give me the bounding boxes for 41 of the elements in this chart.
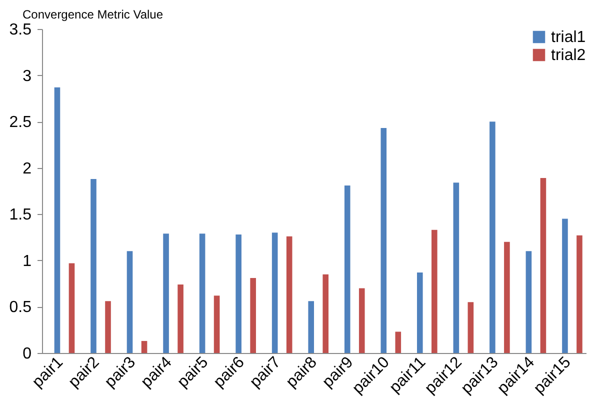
bar [416,272,423,353]
bar [576,235,582,353]
bar [344,185,350,353]
bar [236,234,242,353]
bar [380,128,387,353]
bar [286,236,292,353]
bar [126,251,133,353]
y-tick-label: 2.5 [9,114,32,132]
y-tick-label: 2 [22,160,32,178]
legend-label: trial1 [551,29,586,46]
y-tick-label: 3 [22,68,32,85]
bar [504,242,510,353]
y-tick-label: 1 [22,252,32,270]
bar [526,251,532,353]
bar [468,302,474,353]
bar [199,234,206,353]
bar [178,284,184,353]
legend-label: trial2 [551,47,586,64]
bar [68,263,75,353]
y-tick-label: 0 [22,346,32,362]
bar [322,274,329,353]
y-tick-label: 0.5 [9,299,32,316]
bar [358,288,365,353]
bar [432,230,438,353]
bar [272,232,278,353]
y-axis-title: Convergence Metric Value [22,8,164,22]
bar [490,122,496,353]
bar [214,296,220,353]
bar [395,332,402,353]
bar [562,218,568,353]
bar [250,278,256,353]
y-tick-label: 1.5 [9,206,32,224]
bar [453,182,460,353]
bar [308,301,314,353]
bar [540,178,546,353]
bar [54,87,60,353]
bar [90,178,96,353]
y-tick-label: 3.5 [9,22,32,38]
bar [163,234,169,353]
bar [141,340,148,353]
bar [105,301,111,353]
